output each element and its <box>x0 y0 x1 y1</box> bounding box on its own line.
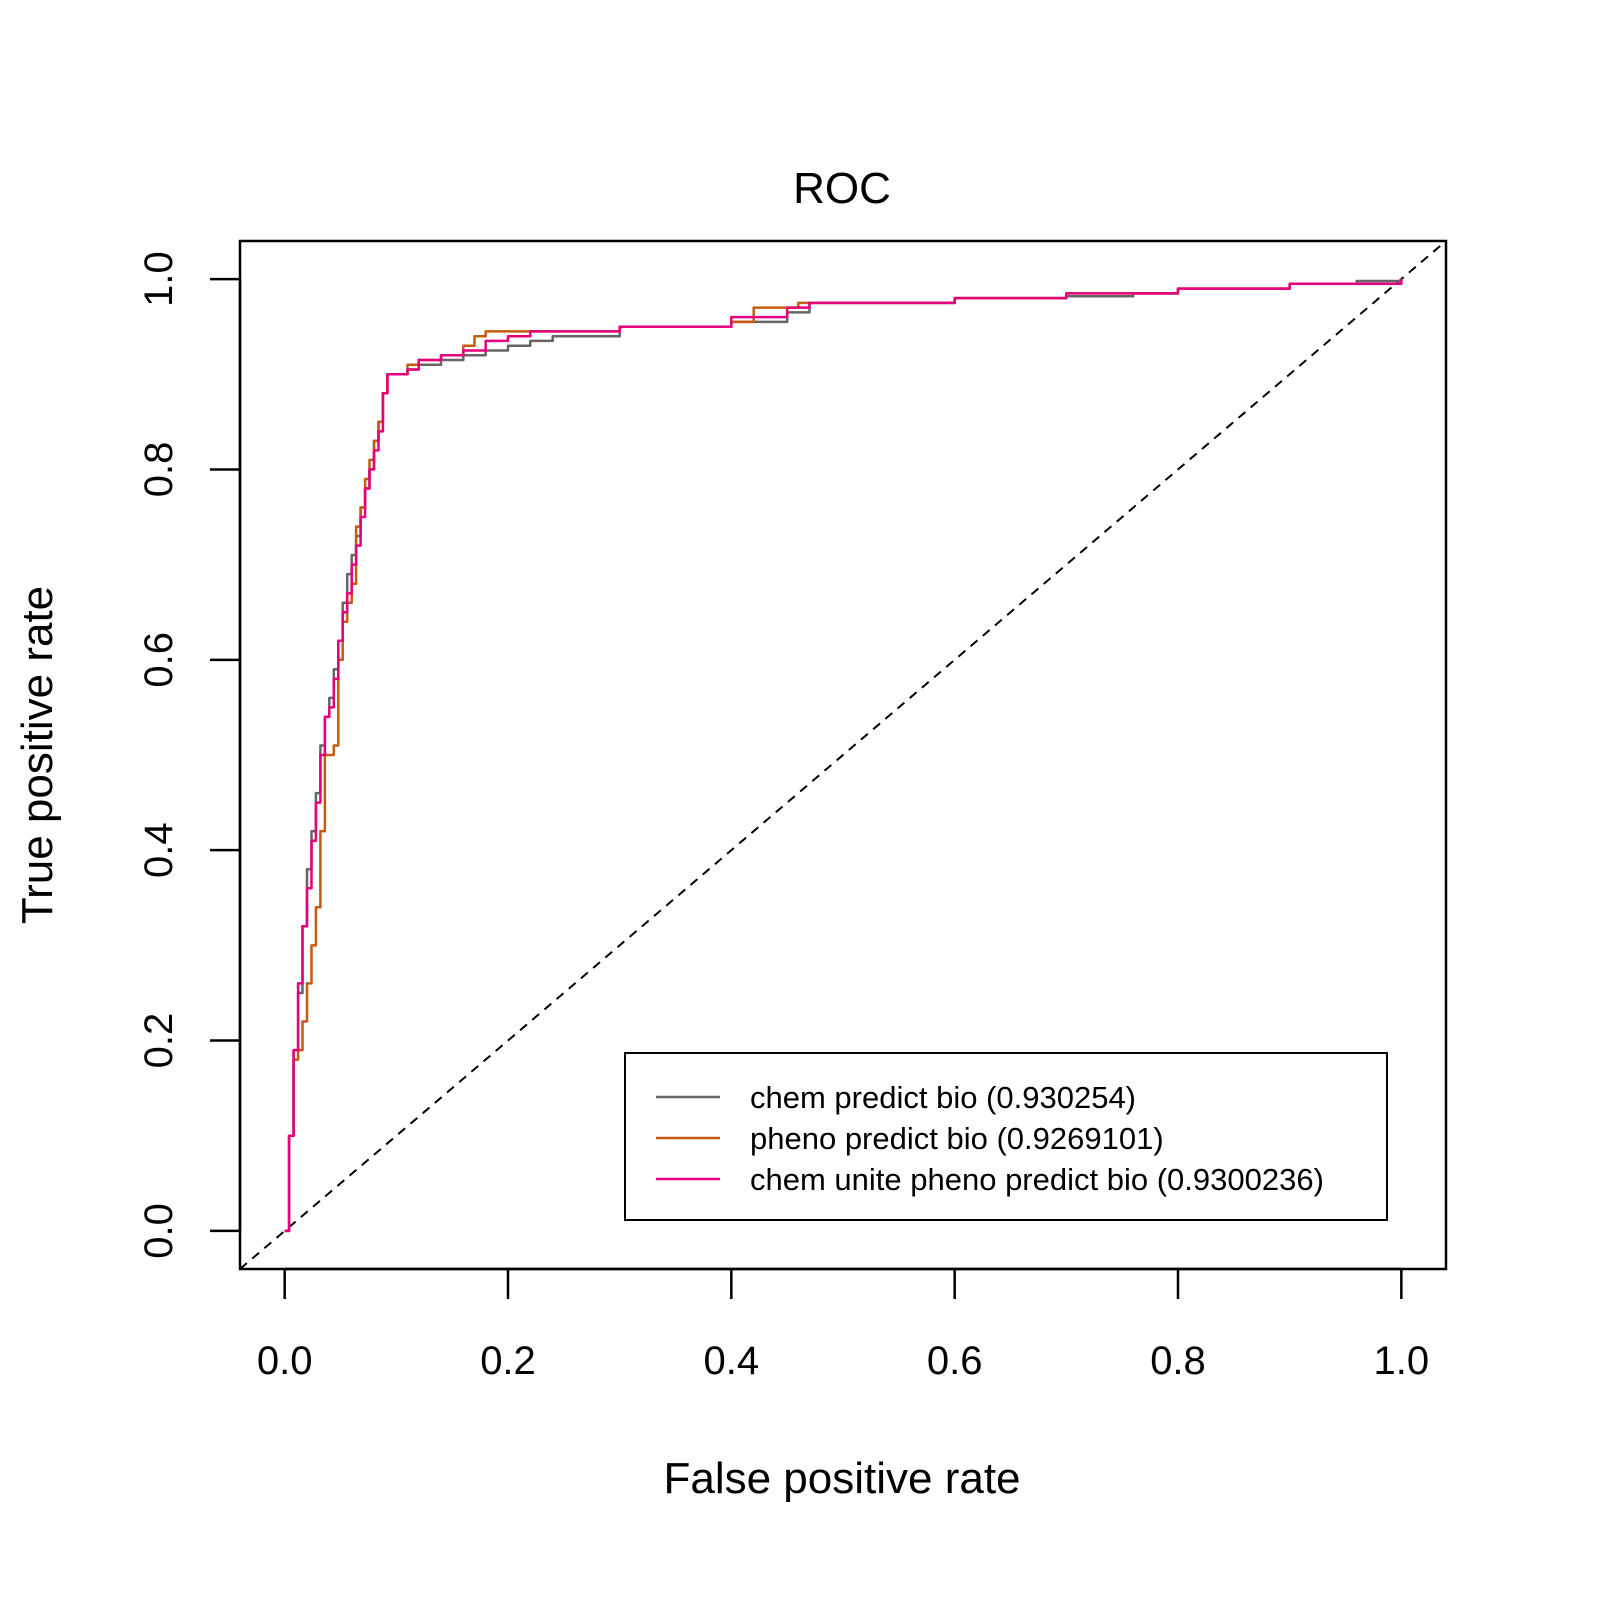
y-tick-label: 1.0 <box>137 251 181 307</box>
y-tick-label: 0.0 <box>137 1203 181 1259</box>
x-tick-label: 0.0 <box>257 1339 313 1383</box>
x-axis-label: False positive rate <box>663 1454 1020 1503</box>
roc-line-chem-unite-pheno <box>284 279 1403 1233</box>
chart-title: ROC <box>793 164 891 213</box>
x-tick-label: 0.8 <box>1150 1339 1206 1383</box>
reference-diagonal-line <box>239 240 1447 1270</box>
y-tick-label: 0.2 <box>137 1013 181 1069</box>
y-axis-label: True positive rate <box>13 586 62 924</box>
legend: chem predict bio (0.930254) pheno predic… <box>624 1052 1388 1221</box>
legend-label-pheno: pheno predict bio (0.9269101) <box>750 1121 1164 1156</box>
y-tick-label: 0.6 <box>137 632 181 688</box>
roc-line-pheno <box>284 279 1403 1233</box>
y-tick-label: 0.4 <box>137 822 181 878</box>
x-tick-label: 0.4 <box>704 1339 760 1383</box>
series-layer <box>284 279 1403 1233</box>
x-tick-label: 0.6 <box>927 1339 983 1383</box>
x-tick-label: 1.0 <box>1374 1339 1430 1383</box>
x-axis: 0.0 0.2 0.4 0.6 0.8 1.0 <box>257 1267 1430 1383</box>
legend-label-chem-unite-pheno: chem unite pheno predict bio (0.9300236) <box>750 1162 1324 1197</box>
x-tick-label: 0.2 <box>480 1339 536 1383</box>
legend-label-chem: chem predict bio (0.930254) <box>750 1080 1136 1115</box>
y-tick-label: 0.8 <box>137 442 181 498</box>
legend-box <box>624 1052 1388 1221</box>
y-axis: 0.0 0.2 0.4 0.6 0.8 1.0 <box>137 251 242 1259</box>
